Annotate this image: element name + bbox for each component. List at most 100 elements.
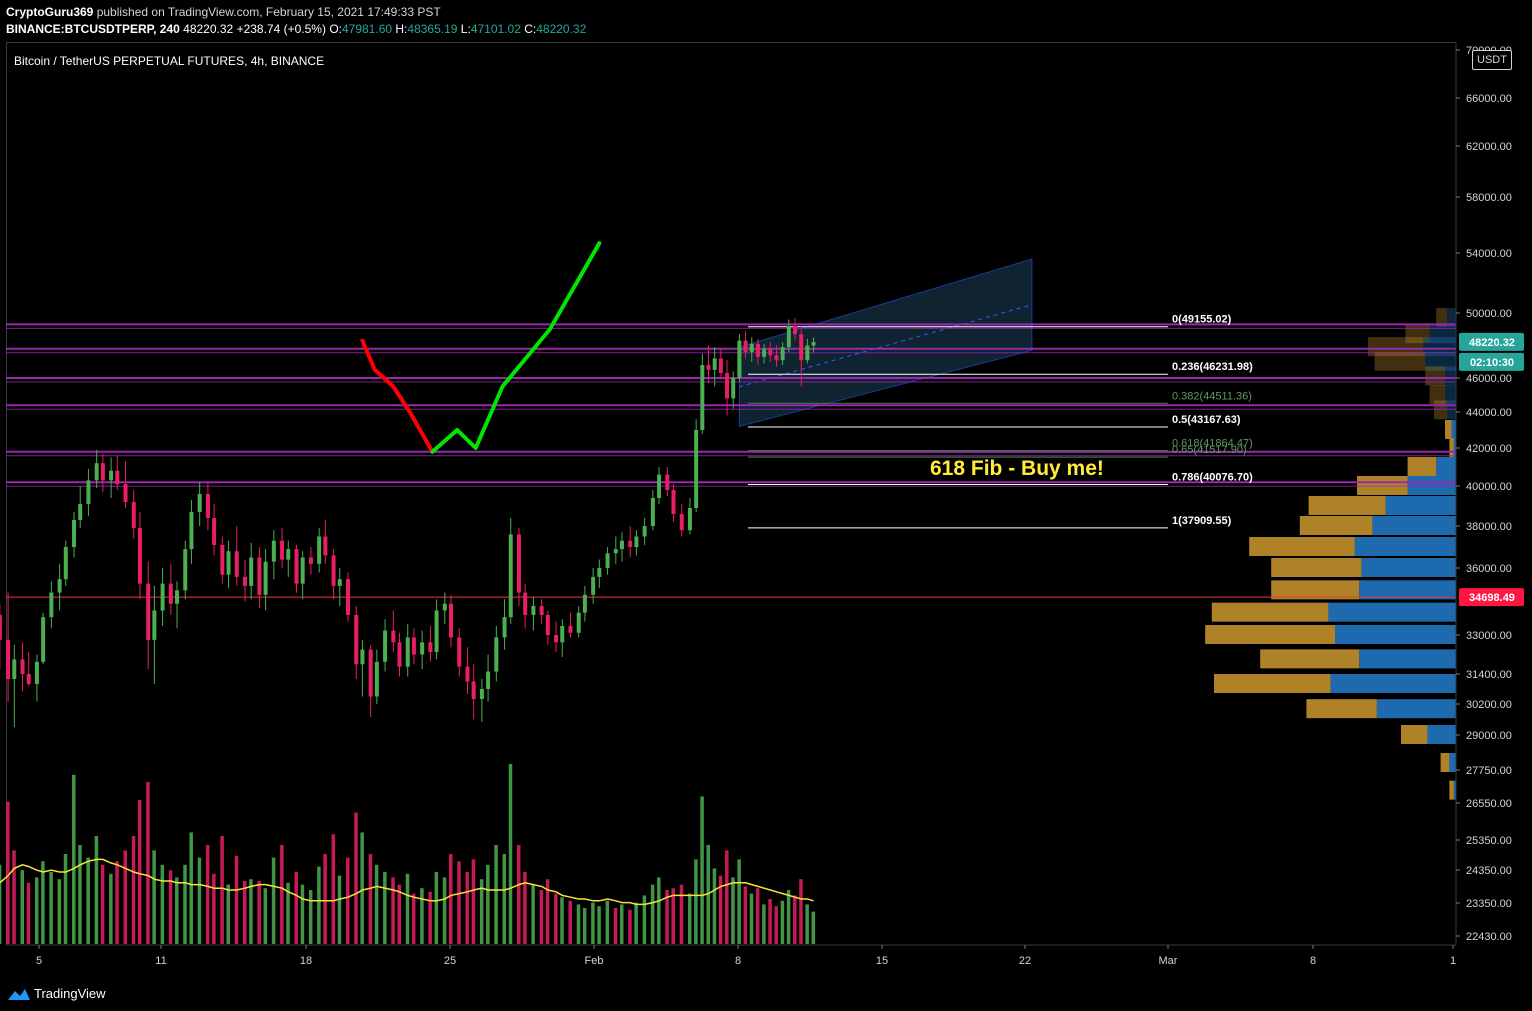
vp-down-bar bbox=[1427, 725, 1456, 744]
candle-body bbox=[123, 484, 128, 502]
volume-bar bbox=[175, 877, 179, 944]
price-tick-label: 38000.00 bbox=[1466, 521, 1512, 533]
candle-body bbox=[331, 555, 336, 586]
volume-bar bbox=[725, 850, 729, 944]
candle-body bbox=[115, 470, 120, 485]
footer: TradingView bbox=[0, 978, 1532, 1011]
candle-body bbox=[205, 494, 210, 518]
candle-body bbox=[234, 551, 239, 577]
price-tick-label: 50000.00 bbox=[1466, 308, 1512, 320]
candle-body bbox=[26, 674, 31, 684]
candle-body bbox=[391, 630, 396, 643]
price-tick-label: 62000.00 bbox=[1466, 141, 1512, 153]
volume-bar bbox=[12, 850, 16, 944]
vp-down-bar bbox=[1423, 337, 1456, 357]
candle-body bbox=[243, 576, 247, 586]
candle-body bbox=[411, 637, 416, 655]
vp-up-bar bbox=[1440, 753, 1450, 772]
candle-body bbox=[650, 498, 655, 526]
time-tick-label: 15 bbox=[876, 955, 888, 967]
price-tick-label: 46000.00 bbox=[1466, 373, 1512, 385]
volume-bar bbox=[308, 890, 313, 944]
candle-body bbox=[78, 504, 83, 520]
volume-bar bbox=[642, 895, 647, 944]
volume-bar bbox=[762, 904, 766, 944]
volume-bar bbox=[317, 866, 321, 944]
candle-body bbox=[131, 502, 136, 529]
vp-down-bar bbox=[1445, 385, 1456, 404]
time-tick-label: 18 bbox=[300, 955, 312, 967]
vp-up-bar bbox=[1308, 496, 1386, 515]
candle-body bbox=[786, 326, 791, 348]
candle-body bbox=[502, 617, 507, 638]
channel-fill bbox=[738, 258, 1033, 428]
currency-badge[interactable]: USDT bbox=[1472, 50, 1512, 70]
volume-bar bbox=[411, 893, 416, 944]
open-label: O: bbox=[329, 22, 342, 36]
volume-bar bbox=[793, 895, 797, 944]
candle-body bbox=[657, 474, 662, 498]
volume-bar bbox=[560, 897, 564, 944]
volume-bar bbox=[6, 801, 10, 944]
publish-date: published on TradingView.com, February 1… bbox=[96, 5, 441, 19]
price-tick-label: 31400.00 bbox=[1466, 669, 1512, 681]
candle-body bbox=[706, 365, 711, 370]
candle-body bbox=[137, 528, 142, 584]
candle-body bbox=[471, 681, 476, 699]
vp-up-bar bbox=[1445, 420, 1452, 439]
candle-body bbox=[479, 689, 484, 699]
author-name[interactable]: CryptoGuru369 bbox=[6, 5, 94, 19]
candle-body bbox=[286, 549, 291, 560]
volume-bar bbox=[189, 832, 193, 944]
chart-pane[interactable] bbox=[6, 42, 1456, 945]
volume-bar bbox=[634, 902, 638, 944]
candle-body bbox=[383, 630, 388, 662]
volume-bar bbox=[428, 891, 432, 944]
candle-body bbox=[405, 637, 410, 667]
price-tick-label: 33000.00 bbox=[1466, 630, 1512, 642]
vp-up-bar bbox=[1425, 366, 1445, 386]
volume-bar bbox=[576, 904, 581, 944]
red-level-badge bbox=[1459, 588, 1524, 607]
vp-down-bar bbox=[1447, 400, 1456, 420]
red-projection-line bbox=[360, 338, 435, 454]
volume-bar bbox=[619, 904, 624, 944]
candle-body bbox=[6, 639, 11, 679]
candle-body bbox=[554, 635, 559, 643]
candle-body bbox=[665, 474, 670, 490]
candle-body bbox=[0, 614, 2, 640]
volume-bar bbox=[706, 845, 710, 944]
volume-bar bbox=[405, 873, 410, 944]
fib-label: 0.382(44511.36) bbox=[1172, 390, 1252, 402]
volume-bars bbox=[0, 764, 816, 944]
high-label: H: bbox=[395, 22, 408, 36]
volume-bar bbox=[115, 861, 119, 944]
fib-retracement: 0(49155.02) 0.236(46231.98) 0.382(44511.36… bbox=[748, 314, 1253, 529]
volume-bar bbox=[337, 875, 342, 944]
red-level-text: 34698.49 bbox=[1469, 592, 1515, 604]
volume-bar bbox=[694, 859, 698, 944]
volume-ma-line bbox=[0, 858, 814, 906]
candle-body bbox=[434, 610, 439, 653]
volume-bar bbox=[471, 859, 476, 944]
low-value: 47101.02 bbox=[470, 22, 521, 36]
vp-down-bar bbox=[1361, 558, 1456, 577]
candle-body bbox=[257, 557, 262, 595]
countdown-badge bbox=[1459, 352, 1524, 371]
candle-body bbox=[712, 358, 717, 370]
price-tick-label: 24350.00 bbox=[1466, 865, 1512, 877]
candle-body bbox=[86, 480, 91, 504]
candle-body bbox=[597, 568, 602, 577]
vp-down-bar bbox=[1453, 780, 1456, 800]
symbol-name[interactable]: BINANCE:BTCUSDTPERP, 240 bbox=[6, 22, 180, 36]
volume-bar bbox=[226, 884, 231, 944]
volume-bar bbox=[346, 857, 350, 944]
candle-body bbox=[793, 326, 798, 335]
last-value: 48220.32 bbox=[183, 22, 234, 36]
volume-bar bbox=[420, 888, 424, 944]
price-axis[interactable]: 70000.0066000.0062000.0058000.0054000.00… bbox=[1455, 42, 1512, 945]
time-axis[interactable]: 5 11 18 25 Feb 8 15 22 Mar 8 1 bbox=[6, 944, 1456, 967]
price-tick-label: 27750.00 bbox=[1466, 765, 1512, 777]
fib-label: 0.786(40076.70) bbox=[1172, 472, 1253, 484]
